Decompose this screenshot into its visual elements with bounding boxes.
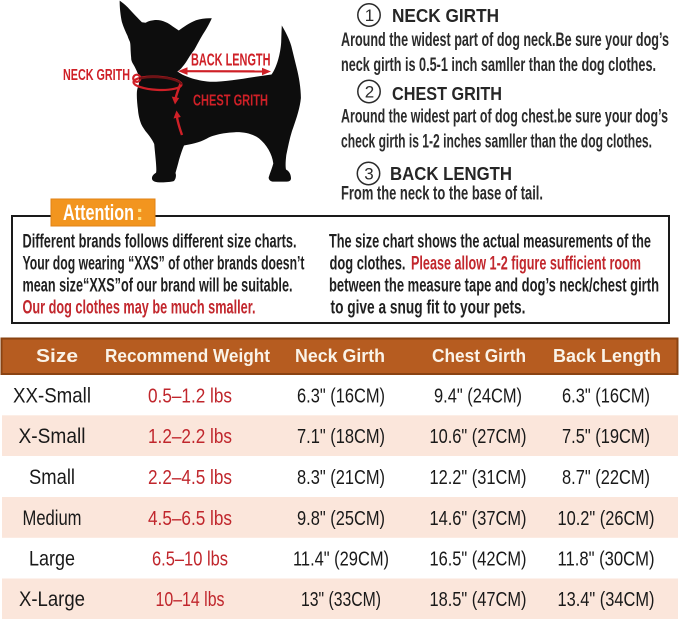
svg-text:13.4" (34CM): 13.4" (34CM) — [558, 589, 655, 611]
svg-text:Size: Size — [36, 346, 78, 366]
svg-text:9.4" (24CM): 9.4" (24CM) — [434, 386, 522, 408]
svg-text:14.6" (37CM): 14.6" (37CM) — [430, 508, 527, 530]
svg-text:Please allow 1-2 figure suffic: Please allow 1-2 figure sufficient room — [411, 254, 641, 275]
svg-text:mean size“XXS”of our brand wil: mean size“XXS”of our brand will be suita… — [23, 276, 293, 297]
svg-text:NECK GRITH: NECK GRITH — [63, 67, 130, 84]
svg-text:10.6" (27CM): 10.6" (27CM) — [430, 426, 527, 448]
svg-text:NECK GIRTH: NECK GIRTH — [392, 6, 499, 26]
svg-text:Your dog wearing “XXS” of othe: Your dog wearing “XXS” of other brands d… — [23, 254, 305, 275]
svg-text:neck girth is 0.5-1 inch samll: neck girth is 0.5-1 inch samller than th… — [341, 55, 656, 76]
svg-text:2.2–4.5 lbs: 2.2–4.5 lbs — [148, 467, 232, 489]
svg-text:Recommend Weight: Recommend Weight — [105, 346, 270, 366]
svg-text:Chest Girth: Chest Girth — [432, 346, 526, 366]
svg-text:From the neck to the base of t: From the neck to the base of tail. — [341, 184, 543, 205]
svg-text:Back Length: Back Length — [553, 346, 661, 366]
svg-text:dog clothes.: dog clothes. — [330, 254, 406, 275]
svg-text:Neck Girth: Neck Girth — [295, 346, 385, 366]
svg-text:3: 3 — [364, 165, 373, 184]
svg-text:Our dog clothes may be much sm: Our dog clothes may be much smaller. — [23, 298, 256, 319]
svg-text:BACK LENGTH: BACK LENGTH — [191, 50, 271, 70]
svg-text:1: 1 — [365, 6, 374, 25]
svg-text:between the measure tape and d: between the measure tape and dog’s neck/… — [329, 276, 659, 297]
svg-text:Small: Small — [29, 465, 75, 489]
svg-text:The size chart shows the actua: The size chart shows the actual measurem… — [329, 232, 651, 253]
svg-text:to give a snug fit to your pet: to give a snug fit to your pets. — [331, 298, 526, 319]
svg-text:X-Small: X-Small — [19, 424, 86, 448]
svg-text::: : — [136, 200, 143, 225]
svg-text:11.8" (30CM): 11.8" (30CM) — [558, 549, 655, 571]
svg-text:CHEST GRITH: CHEST GRITH — [193, 93, 268, 110]
svg-text:Medium: Medium — [23, 506, 82, 530]
svg-text:2: 2 — [365, 83, 374, 102]
svg-text:Large: Large — [29, 547, 75, 571]
svg-text:CHEST GRITH: CHEST GRITH — [392, 84, 502, 104]
svg-text:4.5–6.5 lbs: 4.5–6.5 lbs — [148, 508, 232, 530]
svg-text:6.3" (16CM): 6.3" (16CM) — [562, 386, 650, 408]
svg-text:10–14 lbs: 10–14 lbs — [156, 589, 225, 611]
svg-text:11.4" (29CM): 11.4" (29CM) — [293, 549, 389, 571]
svg-text:7.1" (18CM): 7.1" (18CM) — [297, 426, 385, 448]
svg-text:BACK LENGTH: BACK LENGTH — [390, 164, 512, 184]
svg-text:9.8" (25CM): 9.8" (25CM) — [297, 508, 385, 530]
svg-text:X-Large: X-Large — [19, 587, 85, 611]
svg-text:check girth is 1-2 inches saml: check girth is 1-2 inches samller than t… — [341, 132, 652, 153]
svg-text:8.3" (21CM): 8.3" (21CM) — [297, 467, 385, 489]
svg-text:Around the widest part of dog: Around the widest part of dog chest.be s… — [341, 107, 668, 128]
svg-text:12.2" (31CM): 12.2" (31CM) — [430, 467, 527, 489]
svg-text:6.3" (16CM): 6.3" (16CM) — [297, 386, 385, 408]
svg-text:18.5" (47CM): 18.5" (47CM) — [430, 589, 527, 611]
svg-text:10.2" (26CM): 10.2" (26CM) — [558, 508, 655, 530]
svg-text:6.5–10 lbs: 6.5–10 lbs — [152, 549, 228, 571]
svg-text:Around the widest part of dog: Around the widest part of dog neck.Be su… — [341, 30, 669, 51]
svg-text:13" (33CM): 13" (33CM) — [301, 589, 381, 611]
svg-text:Different brands follows diffe: Different brands follows different size … — [23, 232, 297, 253]
svg-text:7.5" (19CM): 7.5" (19CM) — [562, 426, 650, 448]
svg-text:Attention: Attention — [63, 200, 134, 225]
svg-text:16.5" (42CM): 16.5" (42CM) — [430, 549, 527, 571]
svg-text:1.2–2.2 lbs: 1.2–2.2 lbs — [148, 426, 232, 448]
svg-text:8.7" (22CM): 8.7" (22CM) — [562, 467, 650, 489]
svg-text:0.5–1.2 lbs: 0.5–1.2 lbs — [148, 386, 232, 408]
svg-text:XX-Small: XX-Small — [13, 384, 91, 408]
